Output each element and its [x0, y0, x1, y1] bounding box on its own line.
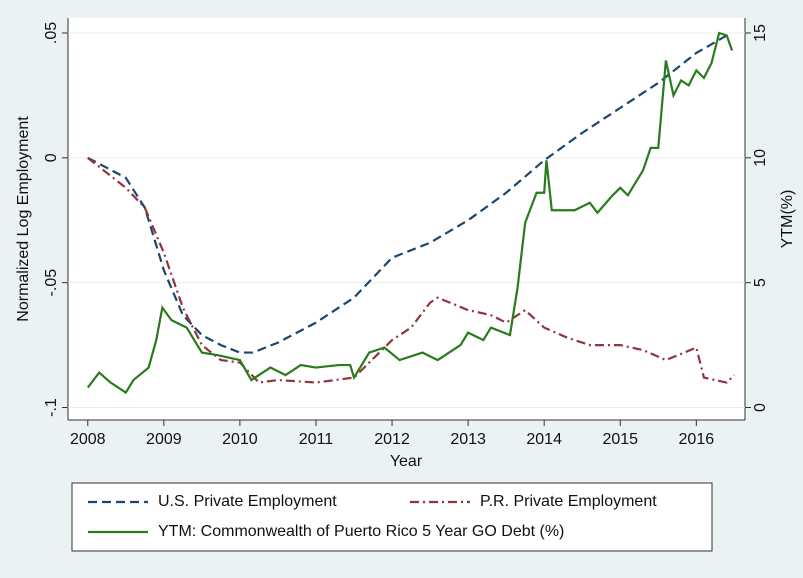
y2-tick-label: 0 — [752, 403, 769, 412]
y-tick-label: -.05 — [43, 269, 60, 297]
y-tick-label: .05 — [43, 22, 60, 44]
series-line — [86, 31, 734, 395]
y-tick-label: 0 — [43, 153, 60, 162]
x-tick-label: 2010 — [222, 431, 258, 448]
x-axis-title: Year — [390, 453, 423, 470]
x-tick-label: 2008 — [70, 431, 106, 448]
legend — [71, 482, 713, 552]
x-tick-label: 2009 — [146, 431, 182, 448]
x-tick-label: 2012 — [374, 431, 410, 448]
y2-tick-label: 10 — [752, 149, 769, 167]
legend-label: P.R. Private Employment — [480, 493, 657, 510]
y2-axis-title: YTM(%) — [779, 190, 796, 249]
x-tick-label: 2011 — [299, 431, 334, 448]
y-axis-title: Normalized Log Employment — [15, 116, 32, 322]
legend-label: YTM: Commonwealth of Puerto Rico 5 Year … — [158, 523, 564, 540]
x-tick-label: 2016 — [679, 431, 715, 448]
y2-tick-label: 15 — [752, 24, 769, 42]
series-line — [87, 34, 728, 354]
x-tick-label: 2013 — [450, 431, 486, 448]
series-line — [87, 156, 736, 384]
y2-tick-label: 5 — [752, 278, 769, 287]
legend-label: U.S. Private Employment — [158, 493, 337, 510]
plot-area — [68, 18, 745, 420]
x-tick-label: 2015 — [602, 431, 638, 448]
y-tick-label: -.1 — [43, 398, 60, 417]
x-tick-label: 2014 — [526, 431, 562, 448]
